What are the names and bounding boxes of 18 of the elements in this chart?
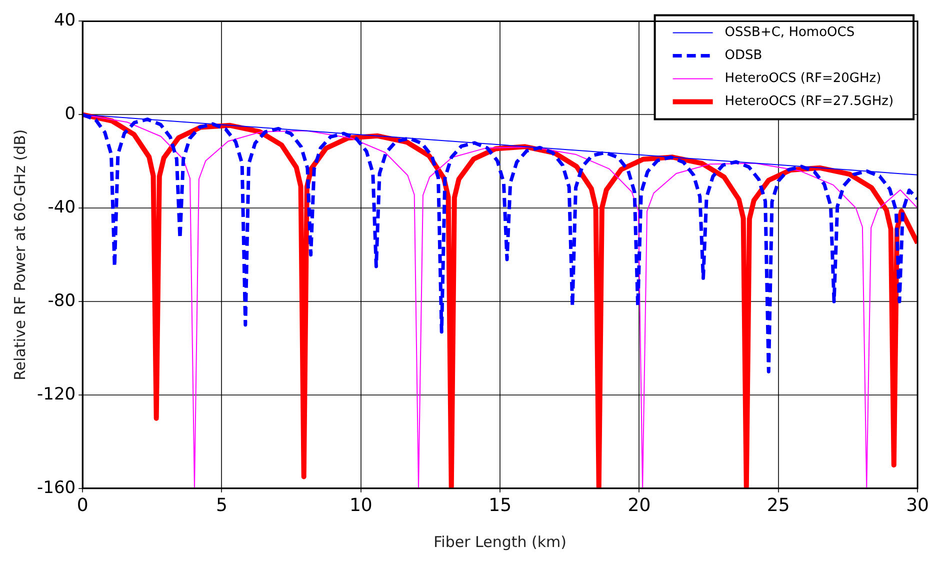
x-tick-label: 30	[906, 494, 929, 516]
legend-label: OSSB+C, HomoOCS	[724, 25, 855, 40]
x-tick-label: 25	[766, 494, 790, 516]
legend-label: HeteroOCS (RF=27.5GHz)	[724, 94, 894, 110]
x-tick-label: 10	[349, 494, 372, 516]
y-tick-label: 0	[64, 104, 76, 124]
x-axis-title: Fiber Length (km)	[434, 532, 567, 551]
y-axis-title: Relative RF Power at 60-GHz (dB)	[10, 129, 29, 380]
y-tick-label: -80	[48, 290, 76, 311]
y-tick-label: -160	[36, 478, 76, 498]
y-tick-label: 40	[54, 10, 76, 31]
x-tick-label: 5	[216, 494, 228, 516]
y-tick-label: -120	[36, 384, 76, 404]
x-tick-label: 20	[628, 494, 651, 516]
y-tick-label: -40	[48, 198, 76, 218]
legend-label: ODSB	[724, 48, 762, 64]
legend-label: HeteroOCS (RF=20GHz)	[724, 71, 882, 86]
x-tick-label: 15	[488, 494, 512, 516]
